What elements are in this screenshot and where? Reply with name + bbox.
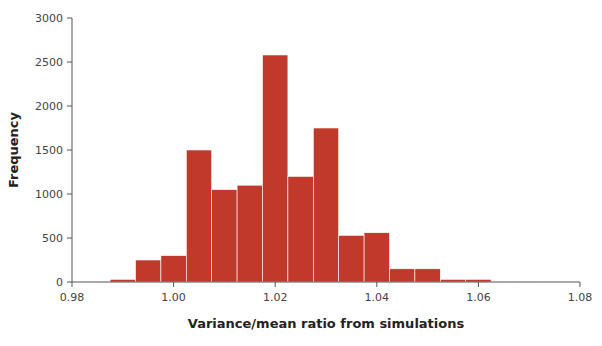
x-tick [478, 282, 479, 287]
histogram-bar [364, 233, 389, 282]
y-tick-label: 500 [42, 232, 63, 245]
y-tick-label: 2500 [35, 56, 63, 69]
chart-container: 0.98 1.00 1.02 1.04 1.06 1.08 0 500 1000 1500 2000… [0, 0, 602, 346]
chart: 0.98 1.00 1.02 1.04 1.06 1.08 0 500 1000 1500 2000… [0, 0, 602, 346]
histogram-bar [263, 55, 288, 282]
y-tick-label: 1500 [35, 144, 63, 157]
x-tick-label: 1.06 [466, 291, 491, 304]
histogram-bar [415, 269, 440, 282]
x-axis-title: Variance/mean ratio from simulations [188, 316, 465, 331]
x-tick [376, 282, 377, 287]
y-tick [67, 150, 72, 151]
histogram-bar [390, 269, 415, 282]
x-tick-label: 0.98 [60, 291, 85, 304]
y-tick [67, 194, 72, 195]
x-tick [275, 282, 276, 287]
histogram-bar [161, 256, 186, 282]
y-tick [67, 106, 72, 107]
histogram-bar [288, 176, 313, 282]
y-tick-label: 0 [56, 276, 63, 289]
x-tick-label: 1.00 [161, 291, 186, 304]
x-tick [580, 282, 581, 287]
y-tick-label: 2000 [35, 100, 63, 113]
y-tick [67, 238, 72, 239]
x-axis-line [72, 282, 580, 283]
y-axis-title: Frequency [6, 111, 21, 188]
histogram-bar [212, 190, 237, 282]
histogram-bar [339, 235, 364, 282]
x-tick-label: 1.04 [365, 291, 390, 304]
x-tick [72, 282, 73, 287]
y-tick-label: 3000 [35, 12, 63, 25]
y-tick [67, 282, 72, 283]
histogram-bar [186, 150, 211, 282]
y-tick [67, 62, 72, 63]
y-tick-label: 1000 [35, 188, 63, 201]
x-tick [173, 282, 174, 287]
histogram-bar [313, 128, 338, 282]
bars [110, 55, 542, 282]
y-tick [67, 18, 72, 19]
x-tick-label: 1.08 [568, 291, 593, 304]
histogram-bar [136, 260, 161, 282]
x-tick-label: 1.02 [263, 291, 288, 304]
histogram-bar [237, 185, 262, 282]
